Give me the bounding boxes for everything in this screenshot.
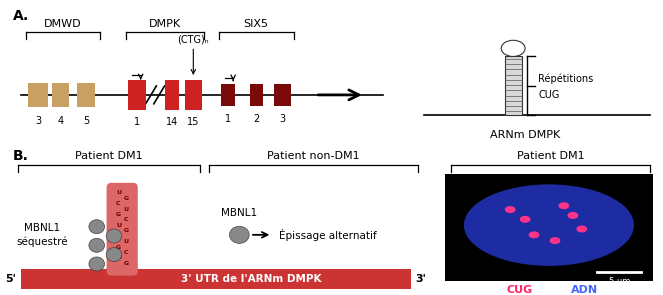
Text: U: U [123,239,129,244]
Text: MBNL1
séquestré: MBNL1 séquestré [16,223,68,247]
Circle shape [568,212,578,219]
Circle shape [505,206,516,213]
Text: Patient DM1: Patient DM1 [516,151,584,161]
Text: 4: 4 [58,116,64,126]
FancyBboxPatch shape [21,269,411,289]
Text: G: G [123,196,129,201]
FancyBboxPatch shape [249,83,263,106]
FancyBboxPatch shape [444,173,654,281]
Text: CUG: CUG [506,285,532,295]
Text: U: U [116,190,121,195]
Text: C: C [123,217,128,222]
Ellipse shape [89,257,105,271]
Text: U: U [116,223,121,228]
FancyBboxPatch shape [28,83,48,107]
Text: G: G [123,228,129,233]
Text: 14: 14 [166,117,178,127]
Text: G: G [123,261,129,266]
Text: 1: 1 [225,114,231,124]
Text: MBNL1: MBNL1 [221,209,257,219]
Circle shape [550,237,560,244]
Text: G: G [116,212,121,217]
Text: 3: 3 [35,116,41,126]
FancyBboxPatch shape [221,83,235,106]
Text: ARNm DMPK: ARNm DMPK [490,130,560,140]
Text: 5 μm: 5 μm [609,277,630,286]
FancyBboxPatch shape [52,83,69,107]
Text: Patient non-DM1: Patient non-DM1 [267,151,359,161]
Text: 3' UTR de l'ARNm DMPK: 3' UTR de l'ARNm DMPK [182,274,322,284]
Text: DMPK: DMPK [149,19,182,29]
Text: C: C [123,250,128,255]
Ellipse shape [89,220,105,234]
Text: ADN: ADN [572,285,598,295]
Text: C: C [116,201,121,206]
Ellipse shape [229,226,249,243]
Text: 5: 5 [83,116,90,126]
Ellipse shape [89,238,105,252]
Text: DMWD: DMWD [44,19,82,29]
Text: CUG: CUG [538,90,560,100]
Circle shape [520,216,530,223]
Text: Épissage alternatif: Épissage alternatif [279,229,377,241]
Circle shape [501,40,525,56]
Circle shape [558,202,570,209]
Circle shape [528,231,540,238]
FancyBboxPatch shape [77,83,95,107]
Text: 15: 15 [187,117,200,127]
Text: Patient DM1: Patient DM1 [76,151,143,161]
Circle shape [576,225,587,232]
Text: 2: 2 [253,114,259,124]
Text: SIX5: SIX5 [244,19,269,29]
Text: 3: 3 [279,114,286,124]
FancyBboxPatch shape [274,83,291,106]
FancyBboxPatch shape [129,80,146,110]
Text: C: C [116,234,121,239]
FancyBboxPatch shape [185,80,202,110]
Ellipse shape [106,248,122,262]
Text: Répétitions: Répétitions [538,73,593,84]
Text: G: G [116,245,121,250]
Text: 3': 3' [415,274,426,284]
FancyBboxPatch shape [107,183,138,276]
FancyBboxPatch shape [505,56,522,115]
Text: B.: B. [13,150,29,163]
Ellipse shape [106,229,122,243]
Text: A.: A. [13,9,29,23]
Text: 5': 5' [5,274,16,284]
Ellipse shape [464,184,634,266]
Text: U: U [116,255,121,260]
Text: 1: 1 [134,117,140,127]
Text: (CTG)ₙ: (CTG)ₙ [178,34,209,44]
FancyBboxPatch shape [165,80,178,110]
Text: U: U [123,206,129,212]
